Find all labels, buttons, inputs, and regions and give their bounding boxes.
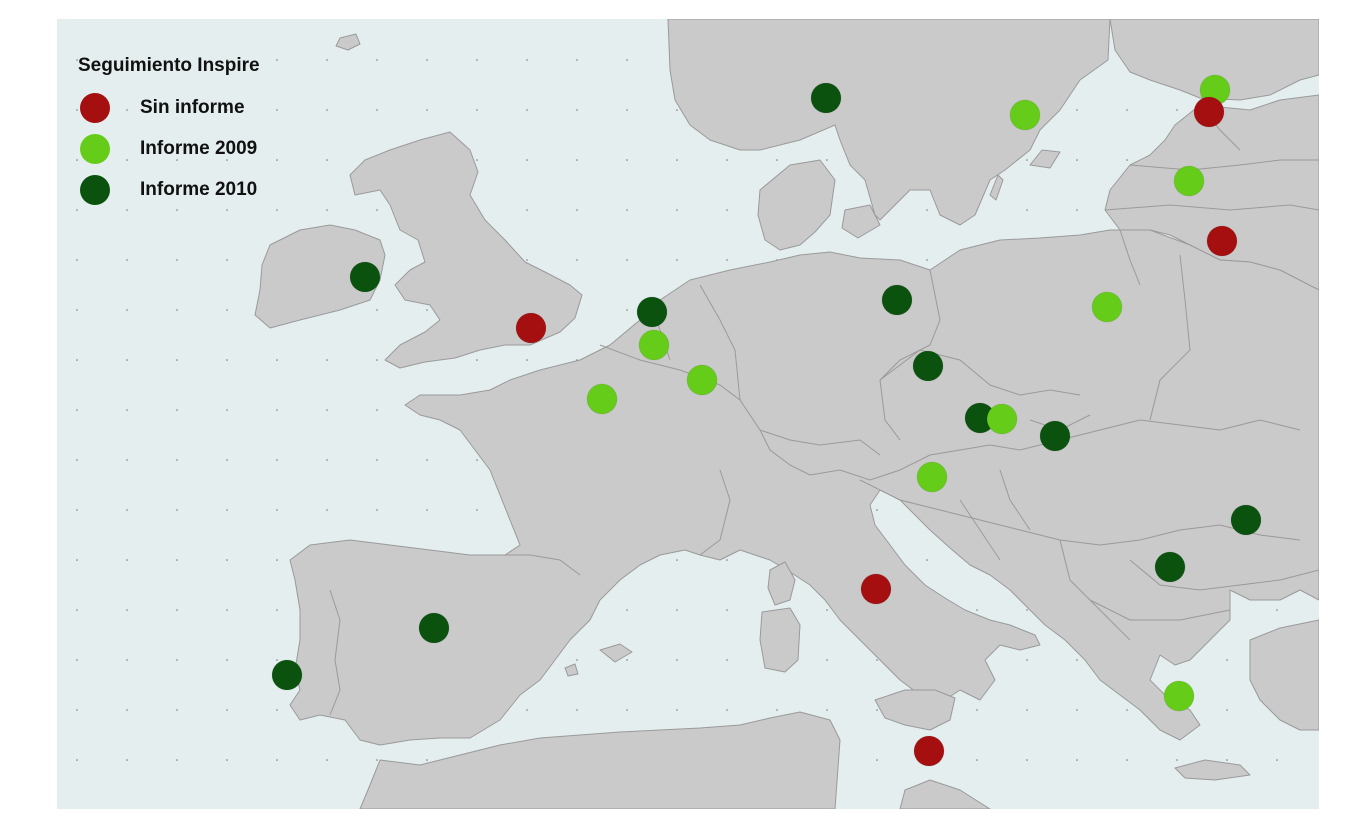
land-north-africa bbox=[359, 711, 841, 809]
marker-czech-republic[interactable] bbox=[912, 350, 944, 382]
markers-layer bbox=[271, 74, 1262, 767]
land-great-britain bbox=[349, 131, 583, 369]
legend-swatch-informe-2010 bbox=[80, 174, 110, 205]
marker-luxembourg[interactable] bbox=[686, 364, 718, 396]
land-crete bbox=[1174, 759, 1251, 781]
land-ireland bbox=[254, 224, 386, 329]
country-borders bbox=[329, 104, 1319, 716]
land-iceland-fragment bbox=[335, 33, 361, 51]
marker-estonia-tallinn[interactable] bbox=[1193, 96, 1225, 128]
marker-norway[interactable] bbox=[810, 82, 842, 114]
marker-ireland[interactable] bbox=[349, 261, 381, 293]
marker-hungary[interactable] bbox=[1039, 420, 1071, 452]
land-denmark bbox=[757, 159, 836, 251]
legend-swatch-sin-informe bbox=[80, 92, 110, 123]
legend: Seguimiento Inspire Sin informe Informe … bbox=[78, 55, 260, 210]
marker-slovenia[interactable] bbox=[916, 461, 948, 493]
marker-germany[interactable] bbox=[881, 284, 913, 316]
land-denmark-island bbox=[841, 204, 881, 239]
legend-label: Informe 2009 bbox=[140, 137, 258, 159]
marker-malta[interactable] bbox=[913, 735, 945, 767]
legend-swatch-informe-2009 bbox=[80, 133, 110, 164]
legend-item-informe-2009: Informe 2009 bbox=[78, 128, 260, 169]
marker-lithuania[interactable] bbox=[1206, 225, 1238, 257]
marker-belgium[interactable] bbox=[638, 329, 670, 361]
marker-united-kingdom[interactable] bbox=[515, 312, 547, 344]
marker-bulgaria[interactable] bbox=[1154, 551, 1186, 583]
legend-title: Seguimiento Inspire bbox=[78, 55, 260, 76]
land-balearics bbox=[599, 643, 633, 663]
marker-latvia[interactable] bbox=[1173, 165, 1205, 197]
marker-france[interactable] bbox=[586, 383, 618, 415]
land-continental-europe bbox=[289, 229, 1319, 746]
legend-item-sin-informe: Sin informe bbox=[78, 87, 260, 128]
marker-poland[interactable] bbox=[1091, 291, 1123, 323]
land-sicily bbox=[874, 689, 956, 731]
marker-italy[interactable] bbox=[860, 573, 892, 605]
land-corsica bbox=[767, 561, 796, 606]
marker-slovakia[interactable] bbox=[986, 403, 1018, 435]
marker-finland[interactable] bbox=[1009, 99, 1041, 131]
map-area[interactable] bbox=[57, 19, 1319, 809]
land-oland bbox=[989, 174, 1004, 201]
marker-greece[interactable] bbox=[1163, 680, 1195, 712]
marker-romania[interactable] bbox=[1230, 504, 1262, 536]
land-baltics bbox=[1104, 94, 1319, 291]
land-libya bbox=[899, 779, 991, 809]
marker-portugal[interactable] bbox=[271, 659, 303, 691]
legend-label: Informe 2010 bbox=[140, 178, 258, 200]
marker-spain[interactable] bbox=[418, 612, 450, 644]
land-ibiza bbox=[564, 663, 579, 677]
legend-label: Sin informe bbox=[140, 96, 245, 118]
land-turkey bbox=[1249, 619, 1319, 731]
marker-netherlands[interactable] bbox=[636, 296, 668, 328]
europe-map bbox=[57, 19, 1319, 809]
legend-item-informe-2010: Informe 2010 bbox=[78, 169, 260, 210]
land-gotland bbox=[1029, 149, 1061, 169]
land-scandinavia bbox=[667, 19, 1111, 226]
land-sardinia bbox=[759, 607, 801, 673]
